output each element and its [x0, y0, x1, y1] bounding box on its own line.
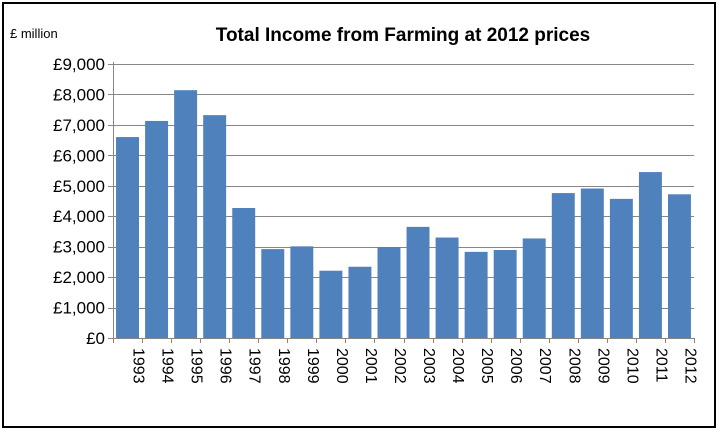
y-tick-label: £3,000	[53, 238, 105, 257]
x-tick-label: 1994	[159, 348, 176, 384]
gridlines	[113, 64, 694, 309]
y-tick-label: £4,000	[53, 207, 105, 226]
bars	[116, 90, 691, 338]
bar-2008	[551, 193, 575, 338]
x-tick-label: 2012	[681, 348, 698, 384]
chart-title: Total Income from Farming at 2012 prices	[216, 25, 590, 46]
axes	[108, 62, 695, 343]
x-tick-label: 2001	[362, 348, 379, 384]
bar-2005	[464, 251, 488, 338]
x-tick-label: 2004	[449, 348, 466, 384]
x-tick-label: 2007	[536, 348, 553, 384]
x-tick-label: 2000	[333, 348, 350, 384]
x-tick-label: 2009	[594, 348, 611, 384]
bar-2011	[638, 172, 662, 338]
x-tick-label: 2006	[507, 348, 524, 384]
x-tick-label: 2008	[565, 348, 582, 384]
bar-1999	[290, 246, 314, 338]
y-tick-label: £8,000	[53, 85, 105, 104]
y-tick-label: £6,000	[53, 146, 105, 165]
y-tick-label: £1,000	[53, 299, 105, 318]
x-tick-label: 1998	[275, 348, 292, 384]
bar-2006	[493, 250, 517, 338]
bar-1996	[203, 115, 227, 338]
bar-1998	[261, 249, 285, 338]
x-tick-label: 2010	[623, 348, 640, 384]
x-tick-label: 2011	[652, 348, 669, 383]
bar-2004	[435, 237, 459, 338]
bar-2012	[668, 194, 691, 338]
bar-1995	[174, 90, 198, 338]
bar-1994	[145, 120, 169, 338]
x-tick-label: 1996	[217, 348, 234, 384]
bar-2000	[319, 270, 343, 338]
bar-1993	[116, 137, 139, 338]
bar-2003	[406, 226, 430, 338]
unit-label: £ million	[10, 26, 58, 41]
y-tick-label: £5,000	[53, 177, 105, 196]
y-tick-label: £0	[86, 329, 105, 348]
y-tick-label: £2,000	[53, 268, 105, 287]
x-tick-label: 2003	[420, 348, 437, 384]
y-axis-ticks: £0 £1,000 £2,000 £3,000 £4,000 £5,000 £6,000 £7…	[53, 55, 105, 348]
x-tick-label: 1995	[188, 348, 205, 384]
x-axis-ticks: 1993 1994 1995 1996 1997 1998 1999 2000 2001 2002…	[130, 348, 699, 384]
bar-2001	[348, 266, 372, 338]
x-tick-label: 1993	[130, 348, 147, 384]
x-tick-label: 2005	[478, 348, 495, 384]
x-tick-label: 1997	[246, 348, 263, 384]
bar-2007	[522, 238, 546, 338]
bar-2002	[377, 246, 401, 338]
bar-2010	[609, 198, 633, 338]
y-tick-label: £9,000	[53, 55, 105, 74]
bar-2009	[580, 188, 604, 338]
x-tick-label: 2002	[391, 348, 408, 384]
x-tick-label: 1999	[304, 348, 321, 384]
bar-1997	[232, 208, 256, 338]
y-tick-label: £7,000	[53, 116, 105, 135]
